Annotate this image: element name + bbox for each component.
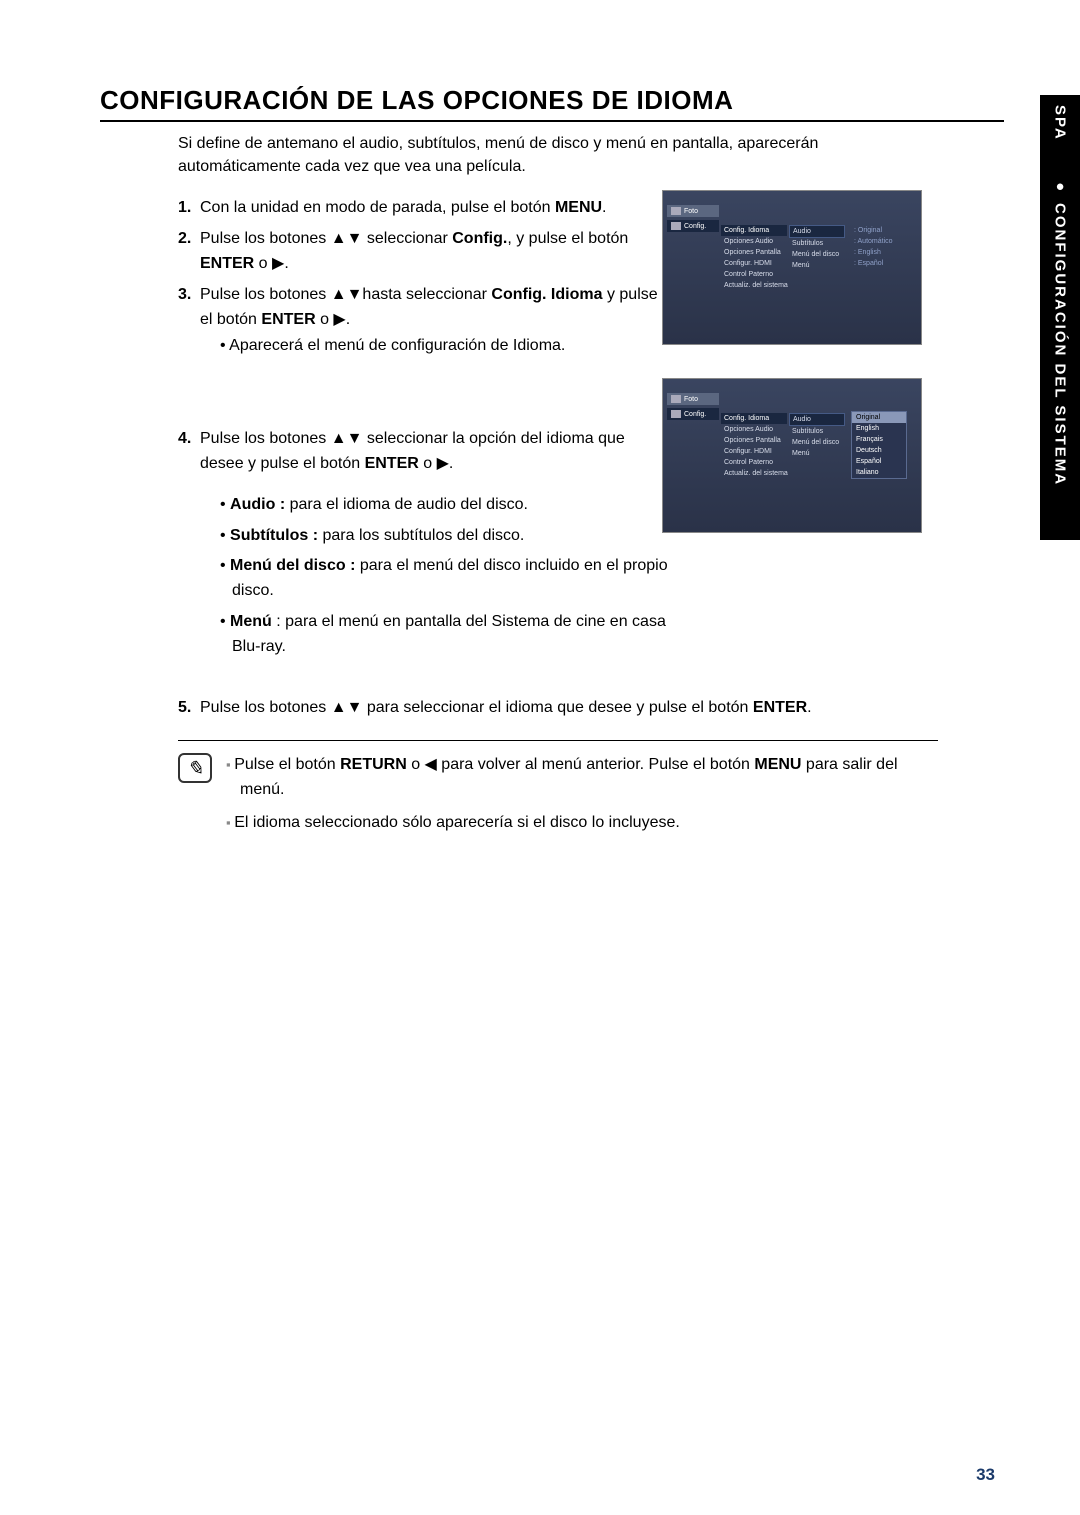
- osd-col3: : Original : Automático : English : Espa…: [851, 225, 913, 269]
- option-disc-menu: Menú del disco : para el menú del disco …: [220, 554, 680, 604]
- step-body: Pulse los botones ▲▼ para seleccionar el…: [200, 696, 938, 721]
- step-num: 5.: [178, 696, 200, 721]
- step-num: 1.: [178, 196, 200, 221]
- step-body: Pulse los botones ▲▼ seleccionar la opci…: [200, 427, 668, 477]
- osd-col2: Audio Subtítulos Menú del disco Menú: [789, 413, 845, 459]
- step-2: 2. Pulse los botones ▲▼ seleccionar Conf…: [178, 227, 668, 277]
- option-list: Audio : para el idioma de audio del disc…: [220, 493, 680, 660]
- osd-language-dropdown: Original English Français Deutsch Españo…: [851, 411, 907, 479]
- osd-tab-config: Config.: [667, 220, 719, 232]
- step-5: 5. Pulse los botones ▲▼ para seleccionar…: [178, 696, 938, 721]
- step-num: 2.: [178, 227, 200, 277]
- osd-col1: Config. Idioma Opciones Audio Opciones P…: [721, 225, 787, 291]
- option-subtitles: Subtítulos : para los subtítulos del dis…: [220, 524, 680, 549]
- step-body: Pulse los botones ▲▼hasta seleccionar Co…: [200, 283, 668, 359]
- option-audio: Audio : para el idioma de audio del disc…: [220, 493, 680, 518]
- osd-col1: Config. Idioma Opciones Audio Opciones P…: [721, 413, 787, 479]
- step-3-sub: Aparecerá el menú de configuración de Id…: [220, 334, 668, 359]
- osd-tab-foto: Foto: [667, 205, 719, 217]
- step-4: 4. Pulse los botones ▲▼ seleccionar la o…: [178, 427, 668, 477]
- osd-tab-foto: Foto: [667, 393, 719, 405]
- step-num: 3.: [178, 283, 200, 359]
- step-3: 3. Pulse los botones ▲▼hasta seleccionar…: [178, 283, 668, 359]
- section-title: CONFIGURACIÓN DE LAS OPCIONES DE IDIOMA: [100, 85, 1004, 122]
- page-number: 33: [976, 1465, 995, 1485]
- note-icon: ✎: [178, 753, 212, 783]
- note-2: El idioma seleccionado sólo aparecería s…: [226, 811, 938, 836]
- osd-screenshot-1: Foto Config. Config. Idioma Opciones Aud…: [662, 190, 922, 345]
- note-items: Pulse el botón RETURN o ◀ para volver al…: [226, 753, 938, 843]
- step-body: Pulse los botones ▲▼ seleccionar Config.…: [200, 227, 668, 277]
- step-1: 1. Con la unidad en modo de parada, puls…: [178, 196, 668, 221]
- osd-screenshot-2: Foto Config. Config. Idioma Opciones Aud…: [662, 378, 922, 533]
- note-block: ✎ Pulse el botón RETURN o ◀ para volver …: [178, 740, 938, 843]
- note-1: Pulse el botón RETURN o ◀ para volver al…: [226, 753, 938, 803]
- osd-tab-config: Config.: [667, 408, 719, 420]
- option-menu: Menú : para el menú en pantalla del Sist…: [220, 610, 680, 660]
- osd-col2: Audio Subtítulos Menú del disco Menú: [789, 225, 845, 271]
- intro-text: Si define de antemano el audio, subtítul…: [178, 132, 878, 178]
- step-num: 4.: [178, 427, 200, 477]
- step-body: Con la unidad en modo de parada, pulse e…: [200, 196, 668, 221]
